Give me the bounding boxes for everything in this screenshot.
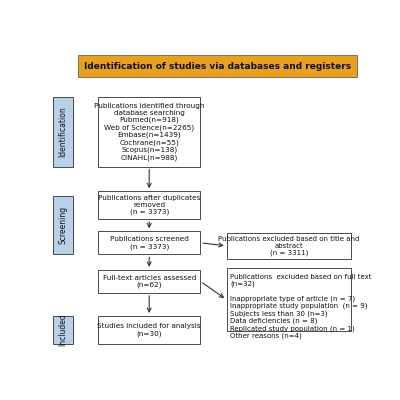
FancyBboxPatch shape [98,270,200,293]
Text: Studies included for analysis
(n=30): Studies included for analysis (n=30) [98,323,201,336]
FancyBboxPatch shape [98,231,200,254]
FancyBboxPatch shape [53,316,73,344]
FancyBboxPatch shape [98,191,200,219]
Text: Identification: Identification [59,106,68,157]
Text: Identification of studies via databases and registers: Identification of studies via databases … [84,62,351,71]
FancyBboxPatch shape [98,97,200,166]
Text: Screening: Screening [59,206,68,244]
Text: Publications after duplicates
removed
(n = 3373): Publications after duplicates removed (n… [98,195,200,215]
Text: Included: Included [59,314,68,346]
FancyBboxPatch shape [98,316,200,344]
Text: Publications screened
(n = 3373): Publications screened (n = 3373) [110,236,189,250]
FancyBboxPatch shape [227,233,351,259]
FancyBboxPatch shape [227,268,351,331]
Text: Publications identified through
database searching
Pubmed(n=918)
Web of Science(: Publications identified through database… [94,103,204,161]
Text: Full-text articles assessed
(n=62): Full-text articles assessed (n=62) [102,274,196,288]
Text: Publications  excluded based on full text
(n=32)

Inappropriate type of article : Publications excluded based on full text… [230,274,372,339]
Text: Publications excluded based on title and
abstract
(n = 3311): Publications excluded based on title and… [218,236,359,256]
FancyBboxPatch shape [78,55,357,77]
FancyBboxPatch shape [53,196,73,254]
FancyBboxPatch shape [53,97,73,166]
